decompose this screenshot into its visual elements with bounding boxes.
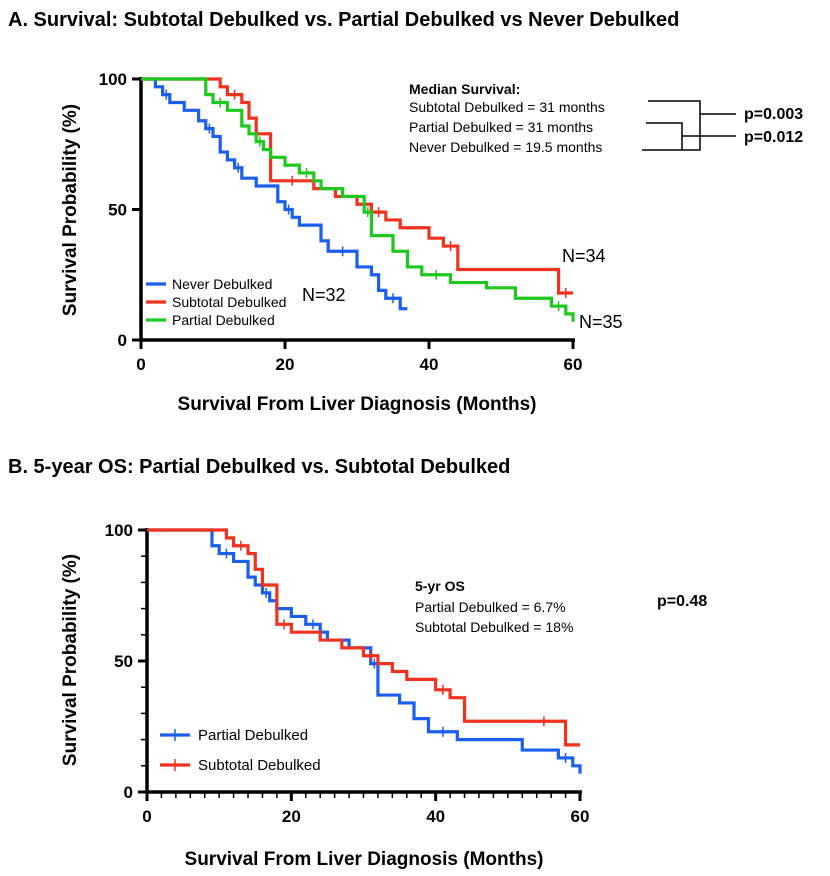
b-y-tick-label: 50	[114, 652, 133, 671]
panel-a-axes: 0 20 40 60 0 50 100	[99, 70, 583, 374]
b-x-tick-label: 40	[426, 807, 445, 826]
p-value-b: p=0.48	[657, 593, 707, 610]
n-label-never: N=32	[302, 285, 346, 305]
panel-a: A. Survival: Subtotal Debulked vs. Parti…	[8, 9, 803, 415]
panel-b-legend: Partial Debulked Subtotal Debulked	[160, 727, 321, 774]
panel-a-curves	[141, 77, 575, 322]
median-survival-annotation: Median Survival: Subtotal Debulked = 31 …	[409, 81, 803, 155]
median-line-subtotal: Subtotal Debulked = 31 months	[409, 99, 605, 115]
n-label-subtotal: N=34	[562, 246, 606, 266]
b-y-tick-label: 0	[124, 783, 133, 802]
n-label-partial: N=35	[579, 312, 623, 332]
panel-a-y-axis-label: Survival Probability (%)	[60, 104, 81, 316]
legend-label-never-debulked: Never Debulked	[172, 276, 272, 292]
legend-label-partial-debulked: Partial Debulked	[172, 312, 275, 328]
p-value-partial-vs-never: p=0.012	[744, 129, 803, 146]
a-y-tick-label: 0	[118, 331, 127, 350]
panel-b-y-axis-label: Survival Probability (%)	[60, 554, 81, 766]
legend-label-partial-debulked-b: Partial Debulked	[198, 727, 308, 744]
os-line-subtotal: Subtotal Debulked = 18%	[415, 619, 573, 635]
a-curve-partial-debulked	[141, 77, 575, 322]
median-line-never: Never Debulked = 19.5 months	[409, 139, 602, 155]
a-x-tick-label: 60	[564, 355, 583, 374]
panel-b-x-axis-label: Survival From Liver Diagnosis (Months)	[185, 849, 544, 870]
median-survival-title: Median Survival:	[409, 81, 520, 97]
median-line-partial: Partial Debulked = 31 months	[409, 119, 593, 135]
panel-b-title: B. 5-year OS: Partial Debulked vs. Subto…	[8, 456, 510, 478]
b-curve-subtotal-debulked	[147, 528, 580, 747]
legend-label-subtotal-debulked: Subtotal Debulked	[172, 294, 286, 310]
panel-a-x-axis-label: Survival From Liver Diagnosis (Months)	[178, 394, 537, 415]
panel-b: B. 5-year OS: Partial Debulked vs. Subto…	[8, 456, 707, 870]
panel-b-axes: 0 20 40 60 0 50 100	[105, 521, 590, 826]
panel-a-legend: Never Debulked Subtotal Debulked Partial…	[146, 276, 286, 328]
b-y-tick-label: 100	[105, 521, 133, 540]
b-x-tick-label: 20	[282, 807, 301, 826]
a-curve-never-debulked	[141, 77, 408, 311]
b-curve-partial-debulked	[147, 528, 582, 774]
a-x-tick-label: 20	[276, 355, 295, 374]
a-curve-subtotal-debulked	[141, 77, 573, 295]
panel-b-curves	[147, 528, 582, 774]
os-line-partial: Partial Debulked = 6.7%	[415, 599, 566, 615]
panel-a-title: A. Survival: Subtotal Debulked vs. Parti…	[8, 9, 679, 31]
a-x-tick-label: 0	[136, 355, 145, 374]
bracket-partial-never	[646, 122, 683, 150]
legend-label-subtotal-debulked-b: Subtotal Debulked	[198, 757, 321, 774]
a-x-tick-label: 40	[420, 355, 439, 374]
b-x-tick-label: 0	[142, 807, 151, 826]
os-annotation: 5-yr OS Partial Debulked = 6.7% Subtotal…	[415, 578, 707, 635]
a-y-tick-label: 50	[108, 201, 127, 220]
p-value-subtotal-vs-never: p=0.003	[744, 106, 803, 123]
b-x-tick-label: 60	[571, 807, 590, 826]
os-title: 5-yr OS	[415, 578, 465, 594]
a-y-tick-label: 100	[99, 70, 127, 89]
bracket-subtotal-never	[642, 100, 701, 151]
